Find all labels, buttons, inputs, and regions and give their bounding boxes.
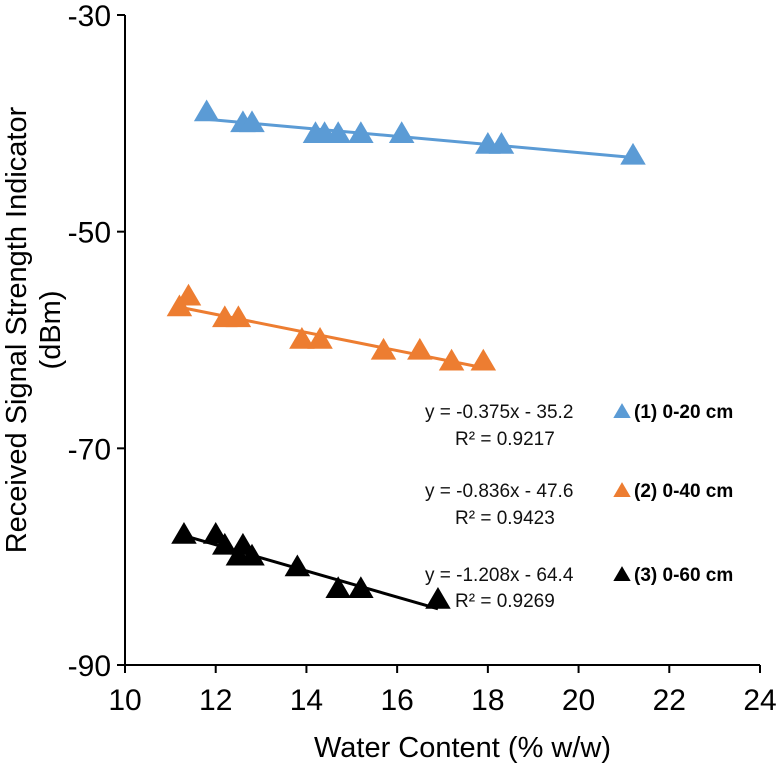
data-point-series-2 [407,337,433,360]
x-tick-label: 24 [743,684,776,717]
data-point-series-2 [470,348,497,371]
legend-label: (1) 0-20 cm [634,402,733,423]
trendline-equation: y = -1.208x - 64.4 [425,565,574,586]
data-point-series-3 [239,543,265,566]
trendline-equation: y = -0.836x - 47.6 [425,481,573,502]
y-tick-label: -30 [68,0,111,33]
data-point-series-2 [175,283,202,306]
legend-marker-series-2 [613,482,631,497]
x-tick-label: 22 [653,684,686,717]
data-point-series-1 [388,121,415,143]
data-point-series-3 [171,522,197,544]
data-point-series-1 [193,99,220,122]
data-point-series-2 [307,327,333,349]
trendline-r-squared: R² = 0.9217 [455,429,555,450]
data-point-series-3 [425,587,451,609]
data-point-series-3 [212,532,238,555]
y-tick-label: -90 [68,650,111,683]
legend-label: (2) 0-40 cm [634,481,733,502]
y-tick-label: -70 [68,433,111,466]
data-point-series-3 [348,576,374,598]
data-point-series-1 [488,132,515,154]
data-point-series-3 [284,554,311,577]
x-tick-label: 18 [471,684,504,717]
data-point-series-2 [370,337,397,360]
trendline-r-squared: R² = 0.9269 [455,591,555,612]
x-tick-label: 10 [108,684,141,717]
data-point-series-3 [325,576,351,598]
trendline-equation: y = -0.375x - 35.2 [425,402,573,423]
data-point-series-2 [225,305,252,328]
data-point-series-1 [620,142,646,165]
trendline-r-squared: R² = 0.9423 [455,508,555,529]
legend-label: (3) 0-60 cm [634,565,733,586]
legend-marker-series-3 [613,566,631,581]
data-point-series-1 [325,121,351,143]
trendline-series-1 [206,117,634,159]
y-axis-title-line2: (dBm) [35,291,67,370]
x-tick-label: 16 [380,684,413,717]
x-tick-label: 14 [290,684,323,717]
data-point-series-1 [348,121,374,143]
y-axis-title-line1: Received Signal Strength Indicator [1,106,33,553]
y-tick-label: -50 [68,217,111,250]
data-point-series-1 [239,110,265,133]
x-tick-label: 12 [199,684,232,717]
data-point-series-2 [438,348,465,371]
data-point-series-2 [289,327,315,349]
legend-marker-series-1 [613,403,631,418]
x-tick-label: 20 [562,684,595,717]
x-axis-title: Water Content (% w/w) [314,732,611,764]
